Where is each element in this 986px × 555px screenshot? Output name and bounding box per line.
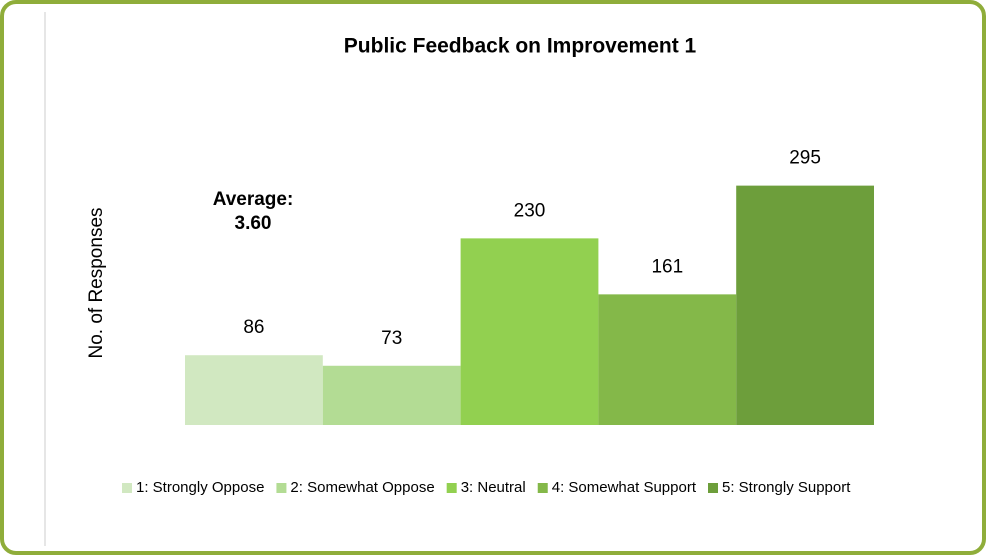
annotation: Average: (213, 189, 294, 210)
legend-label: 1: Strongly Oppose (136, 479, 264, 496)
legend-swatch (276, 483, 287, 493)
legend-swatch (537, 483, 548, 493)
legend-swatch (446, 483, 457, 493)
data-label: 73 (381, 328, 402, 349)
bar (736, 185, 874, 425)
legend-label: 2: Somewhat Oppose (290, 479, 434, 496)
data-label: 161 (651, 256, 683, 277)
data-label: 230 (514, 200, 546, 221)
bar (185, 355, 323, 425)
legend-swatch (122, 483, 132, 493)
legend-swatch (708, 483, 718, 493)
chart-title: Public Feedback on Improvement 1 (344, 35, 697, 58)
bar (460, 238, 599, 425)
bar (598, 294, 737, 425)
data-label: 86 (243, 317, 264, 338)
data-label: 295 (789, 148, 821, 169)
legend-label: 4: Somewhat Support (552, 479, 697, 496)
y-axis-label: No. of Responses (86, 207, 107, 358)
legend-label: 3: Neutral (461, 479, 526, 496)
bar (322, 365, 461, 425)
legend-label: 5: Strongly Support (722, 479, 851, 496)
annotation: 3.60 (235, 213, 272, 234)
